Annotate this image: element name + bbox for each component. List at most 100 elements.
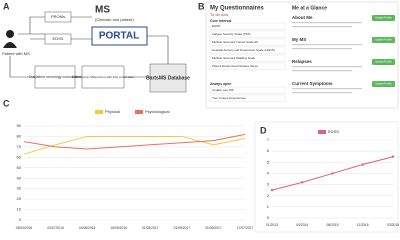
button[interactable] — [372, 15, 395, 21]
x-tick-label: 04/08/2016 — [79, 226, 96, 230]
list-item[interactable] — [209, 62, 286, 70]
list-item-label: EQ5D — [212, 24, 221, 28]
subheading: To do now — [210, 12, 228, 17]
x-tick-label: 03/2018 — [387, 223, 399, 227]
question-list: EQ5D Fatigue Severity Scale (FSS) Multiple… — [209, 22, 286, 102]
x-tick-label: 16/09/2016 — [110, 226, 127, 230]
x-tick-label: 03/07/2016 — [47, 226, 64, 230]
text-placeholder — [292, 66, 362, 68]
y-tick-label: 0 — [267, 215, 270, 220]
point — [270, 188, 274, 192]
x-tick-label: 05/04/2016 — [16, 226, 33, 230]
patient-icon — [6, 30, 14, 38]
list-item[interactable] — [209, 86, 286, 94]
list-item[interactable] — [209, 54, 286, 62]
text-placeholder — [292, 22, 362, 24]
list-item-label: Fatigue Severity Scale (FSS) — [212, 32, 251, 36]
legend-swatch — [318, 130, 326, 134]
heading: Me at a Glance — [292, 5, 327, 11]
y-tick-label: 40 — [17, 175, 22, 180]
section-title: About Me — [292, 15, 313, 20]
node-label: BartsMS Database — [146, 75, 190, 81]
legend-label: EDSS — [328, 129, 339, 134]
panel-label: C — [3, 98, 10, 108]
node-label: EHR (Cerner Millennium) with fully coded… — [72, 75, 134, 79]
text-placeholder — [292, 88, 362, 90]
point — [361, 163, 364, 166]
section-title: Current Symptoms — [292, 81, 333, 86]
y-tick-label: 2 — [267, 193, 270, 198]
x-tick-label: 31/05/2017 — [205, 226, 222, 230]
y-tick-label: 60 — [17, 154, 22, 159]
text-placeholder — [292, 44, 362, 46]
point — [331, 172, 334, 175]
section: Core Interval — [210, 19, 231, 23]
y-tick-label: 80 — [17, 134, 22, 139]
text-placeholder — [292, 70, 352, 72]
panel-frame — [254, 121, 399, 233]
panel-label: B — [198, 1, 205, 11]
x-tick-label: 17/07/2017 — [237, 226, 254, 230]
legend-swatch — [95, 110, 103, 114]
y-tick-label: 7 — [267, 137, 270, 142]
x-tick-label: 01/2013 — [266, 223, 278, 227]
line — [23, 133, 246, 150]
y-tick-label: 1 — [267, 204, 270, 209]
line — [23, 135, 246, 155]
button[interactable] — [372, 59, 395, 65]
list-item-label: Multiple Sclerosis Impact Scale-29 — [212, 40, 258, 44]
legend-label: Physical — [105, 109, 120, 114]
arrows — [9, 16, 169, 78]
y-tick-label: 6 — [267, 148, 270, 153]
node-label: EDSS — [53, 36, 64, 41]
list-item[interactable] — [209, 30, 286, 38]
button-label: Update Profile — [375, 16, 392, 20]
panel-label: A — [3, 1, 10, 11]
button-label: Update Profile — [375, 60, 392, 64]
list-item-label: Multiple Sclerosis Walking Scale — [212, 56, 255, 60]
text-placeholder — [292, 26, 352, 28]
figure: A Patient with MS PROMs EDSS MS (Clinici… — [2, 1, 399, 233]
list-item-label: Patient Determined Disease Steps — [212, 64, 258, 68]
legend-label: Psychological — [145, 109, 170, 114]
node-label: Patient with MS — [2, 51, 30, 56]
database — [149, 63, 187, 93]
list-item-label: Hospital Anxiety and Depression Scale (H… — [212, 48, 275, 52]
button[interactable] — [372, 81, 395, 87]
y-tick-label: 4 — [267, 170, 270, 175]
list-item-label: Your Unique Experiences — [212, 96, 246, 100]
y-tick-label: 10 — [17, 207, 22, 212]
panel-label: D — [260, 125, 267, 135]
point — [301, 181, 304, 184]
button-label: Update Profile — [375, 82, 392, 86]
node-label: (Clinician and patient) — [95, 17, 134, 22]
list-item[interactable] — [209, 22, 286, 30]
x-tick-label: 01/05/2017 — [174, 226, 191, 230]
text-placeholder — [292, 48, 352, 50]
x-tick-label: 04/2014 — [296, 223, 308, 227]
x-tick-label: 11/2016 — [357, 223, 369, 227]
button-label: Update Profile — [375, 38, 392, 42]
page: A Patient with MS PROMs EDSS MS (Clinici… — [0, 0, 400, 233]
list-item-label: Update your MS — [212, 88, 234, 92]
y-tick-label: 5 — [267, 159, 270, 164]
section-title: My MS — [292, 37, 306, 42]
legend-swatch — [135, 110, 143, 114]
list-item[interactable] — [209, 46, 286, 54]
x-tick-label: 01/03/2017 — [142, 226, 159, 230]
y-tick-label: 3 — [267, 182, 270, 187]
heading: My Questionnaires — [210, 6, 264, 12]
button[interactable] — [372, 37, 395, 43]
y-tick-label: 30 — [17, 186, 22, 191]
list-item[interactable] — [209, 94, 286, 102]
list-item[interactable] — [209, 38, 286, 46]
point — [391, 155, 395, 158]
section: Always open — [210, 82, 231, 86]
y-tick-label: 50 — [17, 165, 22, 170]
text-placeholder — [292, 92, 352, 94]
patient-icon — [3, 42, 17, 48]
y-tick-label: 90 — [17, 123, 22, 128]
x-tick-label: 08/2015 — [327, 223, 339, 227]
y-tick-label: 70 — [17, 144, 22, 149]
glance-list: About Me Update Profile My MS Update Profil… — [292, 15, 395, 94]
